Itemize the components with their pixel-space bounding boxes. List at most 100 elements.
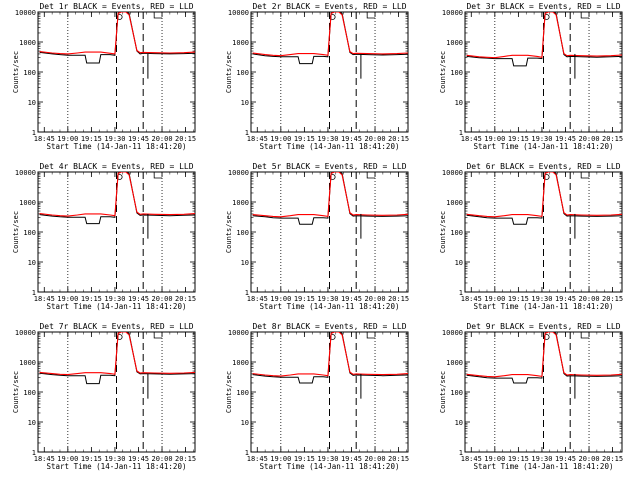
x-tick-label: 19:30 — [531, 295, 552, 303]
panel-title: Det 3r BLACK = Events, RED = LLD — [466, 2, 620, 11]
saturation-marker — [116, 334, 123, 340]
y-tick-label: 100 — [236, 69, 249, 77]
y-tick-label: 10000 — [15, 329, 36, 337]
x-tick-label: 19:30 — [104, 295, 125, 303]
x-tick-label: 19:30 — [317, 295, 338, 303]
x-tick-label: 19:15 — [508, 455, 529, 463]
x-tick-label: 19:00 — [270, 455, 291, 463]
x-tick-label: 19:30 — [531, 135, 552, 143]
y-tick-label: 1 — [459, 129, 463, 137]
panel-title: Det 7r BLACK = Events, RED = LLD — [39, 322, 193, 331]
x-tick-label: 18:45 — [247, 135, 268, 143]
x-tick-label: 19:15 — [81, 455, 102, 463]
x-axis-label: Start Time (14-Jan-11 18:41:20) — [474, 462, 614, 471]
detector-panel: Det 1r BLACK = Events, RED = LLD 1 10 100 10… — [12, 2, 196, 151]
y-tick-label: 1000 — [232, 359, 249, 367]
y-tick-label: 100 — [23, 389, 36, 397]
x-tick-label: 20:15 — [175, 135, 196, 143]
lld-series-line — [39, 172, 195, 217]
x-tick-label: 19:45 — [555, 455, 576, 463]
y-tick-label: 100 — [23, 229, 36, 237]
y-tick-label: 10000 — [228, 169, 249, 177]
saturation-marker — [329, 174, 336, 180]
y-tick-label: 100 — [236, 389, 249, 397]
x-tick-label: 19:45 — [341, 295, 362, 303]
bracket-marker — [153, 332, 163, 339]
y-tick-label: 10000 — [228, 329, 249, 337]
x-tick-label: 19:45 — [555, 135, 576, 143]
x-axis-label: Start Time (14-Jan-11 18:41:20) — [47, 142, 187, 151]
y-axis-label: Counts/sec — [439, 371, 447, 413]
y-tick-label: 1000 — [446, 39, 463, 47]
x-tick-label: 19:00 — [484, 135, 505, 143]
y-tick-label: 10 — [455, 419, 463, 427]
x-tick-label: 18:45 — [461, 135, 482, 143]
x-tick-label: 20:15 — [175, 455, 196, 463]
saturation-marker — [329, 14, 336, 20]
x-tick-label: 19:15 — [81, 135, 102, 143]
y-tick-label: 10 — [455, 99, 463, 107]
saturation-marker — [543, 14, 550, 20]
x-tick-label: 19:00 — [270, 295, 291, 303]
y-axis-label: Counts/sec — [225, 51, 233, 93]
lld-series-line — [252, 172, 408, 218]
x-tick-label: 19:45 — [128, 135, 149, 143]
bracket-marker — [366, 332, 376, 339]
x-tick-label: 20:15 — [602, 295, 623, 303]
y-tick-label: 100 — [450, 69, 463, 77]
y-tick-label: 1 — [32, 449, 36, 457]
x-tick-label: 20:00 — [578, 295, 599, 303]
x-tick-label: 18:45 — [247, 295, 268, 303]
panel-title: Det 9r BLACK = Events, RED = LLD — [466, 322, 620, 331]
y-axis-label: Counts/sec — [12, 371, 20, 413]
bracket-marker — [366, 172, 376, 179]
x-axis-label: Start Time (14-Jan-11 18:41:20) — [260, 302, 400, 311]
x-tick-label: 20:00 — [578, 455, 599, 463]
y-tick-label: 100 — [23, 69, 36, 77]
y-tick-label: 1000 — [446, 199, 463, 207]
y-tick-label: 1000 — [19, 39, 36, 47]
lld-series-line — [252, 332, 408, 377]
y-tick-label: 1 — [245, 449, 249, 457]
detector-panel: Det 4r BLACK = Events, RED = LLD 1 10 100 10… — [12, 162, 196, 311]
panel-title: Det 4r BLACK = Events, RED = LLD — [39, 162, 193, 171]
bracket-marker — [153, 172, 163, 179]
x-tick-label: 20:00 — [364, 135, 385, 143]
x-tick-label: 20:15 — [388, 135, 409, 143]
panel-title: Det 1r BLACK = Events, RED = LLD — [39, 2, 193, 11]
x-axis-label: Start Time (14-Jan-11 18:41:20) — [47, 302, 187, 311]
x-tick-label: 20:00 — [151, 135, 172, 143]
lld-series-line — [39, 12, 195, 55]
x-tick-label: 20:00 — [364, 295, 385, 303]
detector-panel: Det 7r BLACK = Events, RED = LLD 1 10 100 10… — [12, 322, 196, 471]
x-tick-label: 19:30 — [317, 135, 338, 143]
y-tick-label: 10 — [28, 419, 36, 427]
bracket-marker — [366, 12, 376, 19]
lld-series-line — [39, 332, 195, 376]
y-axis-label: Counts/sec — [12, 211, 20, 253]
y-tick-label: 100 — [450, 229, 463, 237]
y-tick-label: 10000 — [442, 329, 463, 337]
y-tick-label: 100 — [236, 229, 249, 237]
x-tick-label: 18:45 — [461, 455, 482, 463]
x-axis-label: Start Time (14-Jan-11 18:41:20) — [474, 302, 614, 311]
y-tick-label: 1 — [459, 449, 463, 457]
y-tick-label: 1 — [245, 289, 249, 297]
panel-title: Det 8r BLACK = Events, RED = LLD — [252, 322, 406, 331]
x-tick-label: 19:15 — [294, 295, 315, 303]
y-tick-label: 100 — [450, 389, 463, 397]
x-tick-label: 19:00 — [57, 135, 78, 143]
y-tick-label: 1 — [32, 289, 36, 297]
y-tick-label: 10 — [28, 259, 36, 267]
x-tick-label: 19:15 — [294, 135, 315, 143]
y-tick-label: 10 — [455, 259, 463, 267]
y-tick-label: 10000 — [15, 169, 36, 177]
x-tick-label: 19:00 — [484, 455, 505, 463]
lld-series-line — [466, 12, 622, 59]
saturation-marker — [543, 174, 550, 180]
x-axis-label: Start Time (14-Jan-11 18:41:20) — [260, 142, 400, 151]
x-tick-label: 19:00 — [57, 455, 78, 463]
y-tick-label: 1000 — [19, 359, 36, 367]
y-tick-label: 1000 — [232, 199, 249, 207]
x-tick-label: 18:45 — [247, 455, 268, 463]
